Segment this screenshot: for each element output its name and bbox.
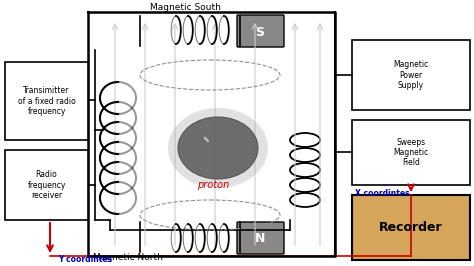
Text: Magnetic
Power
Supply: Magnetic Power Supply — [393, 60, 428, 90]
Text: Magnetic North: Magnetic North — [93, 253, 163, 263]
Ellipse shape — [168, 108, 268, 188]
Text: N: N — [255, 231, 265, 244]
Text: S: S — [255, 26, 264, 39]
Text: X coordintes: X coordintes — [355, 189, 410, 197]
FancyBboxPatch shape — [5, 150, 88, 220]
Text: Transimitter
of a fixed radio
frequency: Transimitter of a fixed radio frequency — [18, 86, 75, 116]
FancyBboxPatch shape — [237, 222, 284, 254]
Text: Magnetic South: Magnetic South — [150, 3, 220, 13]
Ellipse shape — [178, 117, 258, 179]
Text: proton: proton — [197, 180, 229, 190]
FancyBboxPatch shape — [237, 15, 284, 47]
FancyBboxPatch shape — [352, 195, 470, 260]
FancyBboxPatch shape — [5, 62, 88, 140]
Text: Sweeps
Magnetic
Field: Sweeps Magnetic Field — [393, 138, 428, 167]
FancyBboxPatch shape — [352, 120, 470, 185]
Text: Radio
frequency
receiver: Radio frequency receiver — [27, 170, 66, 200]
FancyBboxPatch shape — [352, 40, 470, 110]
Text: Y coordintes: Y coordintes — [58, 255, 112, 264]
Text: Recorder: Recorder — [379, 221, 443, 234]
